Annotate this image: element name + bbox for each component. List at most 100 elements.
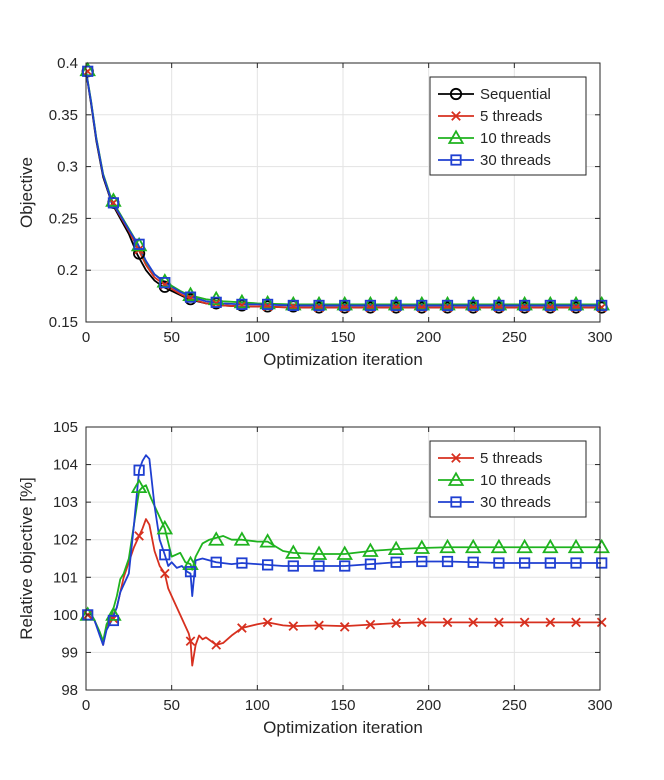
data-point-30-threads bbox=[364, 299, 377, 312]
data-point-30-threads bbox=[82, 609, 94, 621]
y-tick-label: 0.2 bbox=[57, 262, 78, 279]
data-point-30-threads bbox=[184, 291, 197, 303]
data-point-30-threads bbox=[107, 614, 120, 627]
y-axis-label: Objective bbox=[17, 157, 36, 228]
data-point-30-threads bbox=[390, 299, 402, 312]
x-tick-label: 250 bbox=[502, 697, 527, 714]
data-point-5-threads bbox=[494, 617, 504, 628]
y-tick-label: 100 bbox=[53, 607, 78, 624]
y-tick-label: 0.4 bbox=[57, 55, 78, 72]
data-point-5-threads bbox=[159, 568, 170, 579]
y-tick-label: 104 bbox=[53, 457, 78, 474]
x-tick-label: 50 bbox=[163, 329, 180, 346]
data-point-10-threads bbox=[285, 544, 302, 559]
y-tick-label: 0.35 bbox=[49, 107, 78, 124]
data-point-10-threads bbox=[567, 538, 585, 554]
data-point-30-threads bbox=[441, 299, 454, 312]
data-point-30-threads bbox=[287, 560, 299, 572]
data-point-30-threads bbox=[287, 299, 299, 312]
legend-marker-30-threads bbox=[450, 496, 462, 508]
legend-label-30-threads: 30 threads bbox=[480, 494, 551, 511]
x-tick-label: 0 bbox=[82, 329, 90, 346]
data-point-30-threads bbox=[159, 277, 171, 289]
data-point-30-threads bbox=[519, 557, 531, 569]
data-point-30-threads bbox=[236, 557, 248, 569]
y-tick-label: 101 bbox=[53, 569, 78, 586]
data-point-30-threads bbox=[159, 549, 171, 561]
legend-label-5-threads: 5 threads bbox=[480, 450, 543, 467]
legend-label-10-threads: 10 threads bbox=[480, 472, 551, 489]
x-tick-label: 100 bbox=[245, 697, 270, 714]
data-point-30-threads bbox=[82, 65, 94, 77]
data-point-5-threads bbox=[545, 617, 556, 628]
x-tick-label: 150 bbox=[330, 697, 355, 714]
data-point-30-threads bbox=[210, 296, 222, 308]
y-tick-label: 0.3 bbox=[57, 159, 78, 176]
data-point-30-threads bbox=[133, 464, 145, 476]
data-point-30-threads bbox=[313, 299, 325, 312]
y-tick-label: 102 bbox=[53, 532, 78, 549]
data-point-5-threads bbox=[134, 531, 144, 541]
data-point-30-threads bbox=[133, 238, 145, 250]
chart-panel-2: 0 50 100 150 200 250 300 98 99 100 101 102 103 104 105… bbox=[17, 419, 613, 737]
x-tick-label: 300 bbox=[587, 329, 612, 346]
y-tick-label: 103 bbox=[53, 494, 78, 511]
data-point-10-threads bbox=[362, 542, 379, 557]
x-tick-label: 300 bbox=[587, 697, 612, 714]
legend: Sequential 5 threads 10 threads 30 threads bbox=[429, 76, 587, 176]
data-point-10-threads bbox=[233, 531, 251, 546]
data-point-30-threads bbox=[416, 299, 428, 312]
data-point-10-threads bbox=[259, 533, 276, 548]
data-point-30-threads bbox=[519, 299, 531, 312]
legend-marker-10-threads bbox=[447, 471, 465, 486]
data-point-5-threads bbox=[185, 636, 196, 646]
data-point-30-threads bbox=[339, 560, 351, 572]
data-point-10-threads bbox=[516, 538, 533, 554]
data-point-10-threads bbox=[464, 538, 482, 554]
series-line-10-threads bbox=[87, 484, 601, 643]
data-point-10-threads bbox=[156, 519, 174, 535]
data-point-10-threads bbox=[336, 545, 353, 560]
legend-label-10-threads: 10 threads bbox=[480, 130, 551, 147]
data-point-30-threads bbox=[544, 557, 556, 569]
data-point-5-threads bbox=[468, 617, 479, 628]
data-point-10-threads bbox=[542, 538, 559, 554]
data-point-30-threads bbox=[313, 560, 325, 572]
y-axis-label: Relative objective [%] bbox=[17, 477, 36, 640]
series-group bbox=[87, 454, 601, 667]
x-tick-label: 200 bbox=[416, 697, 441, 714]
data-point-5-threads bbox=[211, 640, 222, 650]
x-axis-label: Optimization iteration bbox=[263, 718, 423, 737]
data-point-10-threads bbox=[105, 606, 122, 621]
data-point-10-threads bbox=[182, 555, 199, 571]
data-point-10-threads bbox=[413, 539, 431, 554]
data-point-10-threads bbox=[439, 538, 456, 554]
data-point-30-threads bbox=[596, 557, 608, 569]
data-point-5-threads bbox=[391, 618, 401, 628]
data-point-10-threads bbox=[490, 538, 508, 554]
data-point-30-threads bbox=[493, 557, 505, 569]
legend-marker-5-threads bbox=[451, 111, 461, 121]
data-point-5-threads bbox=[262, 617, 273, 628]
data-point-10-threads bbox=[233, 293, 251, 309]
data-point-5-threads bbox=[339, 622, 350, 632]
data-point-30-threads bbox=[570, 299, 582, 312]
series-line-30-threads bbox=[87, 454, 601, 646]
data-point-10-threads bbox=[130, 478, 148, 494]
data-point-5-threads bbox=[519, 617, 530, 628]
data-point-10-threads bbox=[207, 531, 225, 546]
legend-box bbox=[429, 440, 587, 518]
x-tick-label: 250 bbox=[502, 329, 527, 346]
data-point-30-threads bbox=[210, 556, 222, 568]
legend-marker-10-threads bbox=[447, 129, 465, 144]
data-point-10-threads bbox=[387, 540, 405, 556]
x-tick-label: 50 bbox=[163, 697, 180, 714]
data-point-10-threads bbox=[310, 545, 328, 560]
y-tick-label: 98 bbox=[61, 682, 78, 699]
legend-label-30-threads: 30 threads bbox=[480, 152, 551, 169]
data-point-5-threads bbox=[596, 617, 607, 628]
legend: 5 threads 10 threads 30 threads bbox=[429, 440, 587, 518]
data-point-30-threads bbox=[184, 566, 197, 578]
data-point-30-threads bbox=[467, 299, 479, 312]
